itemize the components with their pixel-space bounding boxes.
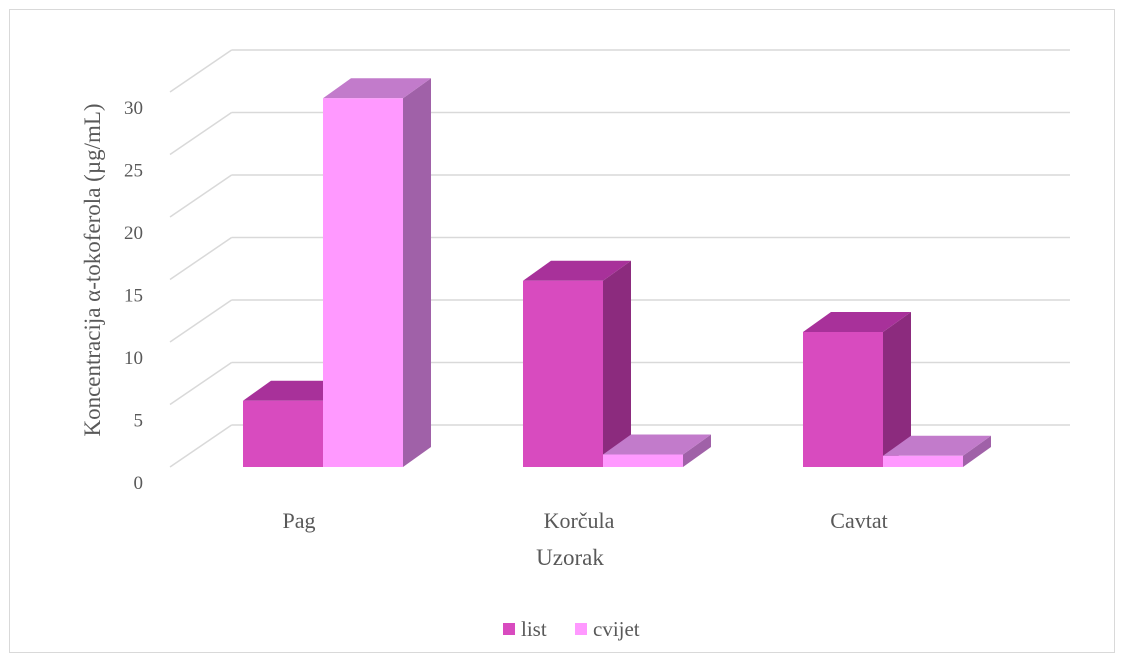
- gridline-diagonal: [169, 174, 233, 218]
- y-tick-label: 5: [134, 411, 144, 432]
- bar-top-cvijet-Pag: [323, 78, 431, 99]
- bar-side-cvijet-Pag: [403, 78, 431, 467]
- bar-side-cvijet-Korčula: [683, 434, 711, 467]
- gridline-diagonal: [169, 424, 233, 468]
- bar-list-Pag: [243, 400, 323, 467]
- x-tick-label: Korčula: [544, 508, 615, 533]
- bar-cvijet-Korčula: [603, 454, 683, 467]
- y-tick-label: 25: [124, 161, 143, 182]
- y-axis-title: Koncentracija α-tokoferola (µg/mL): [80, 103, 105, 436]
- bar-cvijet-Pag: [323, 98, 403, 467]
- y-tick-label: 10: [124, 348, 143, 369]
- gridline-diagonal: [169, 111, 233, 156]
- legend-swatch-list: [503, 623, 515, 635]
- bar-side-cvijet-Cavtat: [963, 435, 991, 467]
- gridline-diagonal: [169, 49, 233, 93]
- bar-side-list-Cavtat: [883, 312, 911, 467]
- y-tick-label: 30: [124, 98, 143, 119]
- y-tick-label: 15: [124, 286, 143, 307]
- legend-label-list: list: [521, 617, 547, 641]
- legend-swatch-cvijet: [575, 623, 587, 635]
- gridline-diagonal: [169, 299, 233, 343]
- legend-label-cvijet: cvijet: [593, 617, 640, 641]
- bar-top-cvijet-Korčula: [603, 434, 711, 455]
- bar-top-cvijet-Cavtat: [883, 435, 991, 456]
- bar-top-list-Korčula: [523, 260, 631, 281]
- bar-list-Cavtat: [803, 332, 883, 467]
- bar-side-list-Korčula: [603, 260, 631, 467]
- gridline-diagonal: [169, 236, 233, 281]
- gridline-diagonal: [169, 361, 233, 406]
- x-tick-label: Pag: [283, 508, 316, 533]
- bar-list-Korčula: [523, 280, 603, 467]
- x-axis-title: Uzorak: [536, 545, 604, 570]
- bar-top-list-Cavtat: [803, 312, 911, 332]
- bar-cvijet-Cavtat: [883, 455, 963, 467]
- y-tick-label: 20: [124, 223, 143, 244]
- y-tick-label: 0: [134, 473, 144, 494]
- x-tick-label: Cavtat: [830, 508, 887, 533]
